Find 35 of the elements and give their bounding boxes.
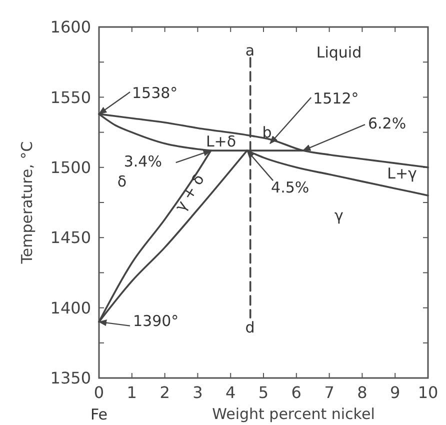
x-axis-title: Weight percent nickel bbox=[212, 405, 375, 423]
y-tick-label: 1350 bbox=[50, 368, 91, 388]
annotation: 4.5% bbox=[271, 178, 310, 197]
text: Fe bbox=[90, 405, 108, 424]
x-tick-label: 0 bbox=[94, 383, 104, 402]
annotation: 1538° bbox=[132, 84, 178, 102]
annotation: a bbox=[245, 41, 255, 60]
annotation: 6.2% bbox=[368, 114, 406, 133]
annotation: b bbox=[262, 123, 272, 142]
x-tick-label: 10 bbox=[418, 383, 438, 402]
annotation: L+δ bbox=[206, 132, 236, 150]
y-tick-label: 1600 bbox=[50, 18, 91, 37]
x-tick-label: 8 bbox=[357, 383, 368, 402]
x-tick-label: 4 bbox=[226, 383, 236, 402]
y-tick-label: 1400 bbox=[50, 298, 91, 318]
x-tick-label: 3 bbox=[192, 383, 203, 402]
annotation: γ bbox=[334, 206, 344, 224]
annotation: L+γ bbox=[387, 164, 418, 182]
y-axis-title: Temperature, °C bbox=[18, 141, 36, 265]
x-tick-label: 2 bbox=[160, 383, 170, 402]
annotation: δ bbox=[117, 172, 127, 190]
x-tick-label: 5 bbox=[258, 383, 269, 402]
x-tick-label: 1 bbox=[126, 383, 137, 402]
annotation: Liquid bbox=[316, 43, 362, 62]
y-tick-label: 1450 bbox=[50, 228, 91, 248]
annotation: d bbox=[245, 318, 255, 336]
y-tick-label: 1500 bbox=[50, 158, 91, 177]
annotation: 1512° bbox=[313, 90, 359, 108]
annotation: 3.4% bbox=[124, 152, 162, 171]
annotation: 1390° bbox=[133, 312, 179, 330]
annotation: γ + δ bbox=[171, 171, 208, 215]
x-tick-label: 6 bbox=[291, 383, 302, 402]
x-tick-label: 7 bbox=[324, 383, 334, 402]
y-tick-label: 1550 bbox=[50, 88, 91, 107]
x-tick-label: 9 bbox=[390, 383, 400, 402]
